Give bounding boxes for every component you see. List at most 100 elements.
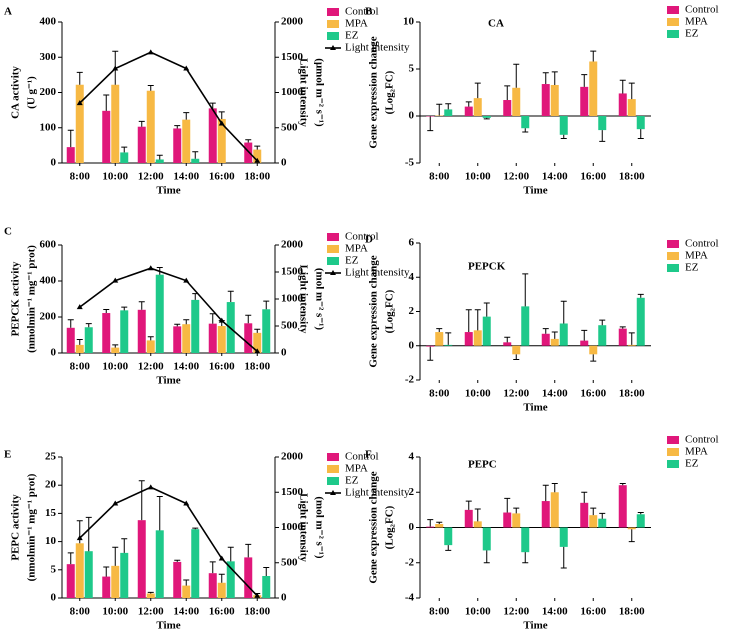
x-tick-label: 18:00 bbox=[619, 606, 645, 618]
error-bar bbox=[219, 574, 225, 582]
y2-tick-label: 500 bbox=[281, 121, 298, 133]
legend-label: Control bbox=[685, 434, 719, 446]
error-bar bbox=[475, 509, 481, 521]
bar bbox=[619, 93, 627, 116]
y-tick-label: 15 bbox=[45, 507, 57, 519]
error-bar bbox=[77, 340, 83, 345]
y-tick-label: -5 bbox=[405, 157, 415, 169]
legend-swatch bbox=[327, 233, 339, 241]
y-tick-label: 0 bbox=[51, 347, 57, 359]
y-axis-title: (Log₂FC) bbox=[384, 505, 396, 549]
bar bbox=[120, 152, 128, 163]
x-axis-title: Time bbox=[523, 402, 547, 414]
bar bbox=[512, 513, 520, 527]
error-bar bbox=[475, 310, 481, 331]
x-tick-label: 14:00 bbox=[542, 606, 568, 618]
x-tick-label: 10:00 bbox=[465, 388, 491, 400]
panel-title: CA bbox=[488, 18, 504, 30]
bar bbox=[551, 85, 559, 116]
y2-axis-title: Light intensity bbox=[297, 493, 309, 562]
x-axis-title: Time bbox=[523, 185, 547, 197]
bar bbox=[598, 116, 606, 130]
x-tick-label: 12:00 bbox=[503, 171, 529, 183]
bar bbox=[435, 524, 443, 528]
y-tick-label: 0 bbox=[51, 592, 57, 604]
x-tick-label: 8:00 bbox=[429, 388, 450, 400]
error-bar bbox=[148, 592, 154, 593]
y-tick-label: 20 bbox=[45, 479, 57, 491]
bar bbox=[426, 527, 434, 528]
x-tick-label: 10:00 bbox=[465, 171, 491, 183]
bar bbox=[262, 576, 270, 598]
error-bar bbox=[183, 320, 189, 325]
error-bar bbox=[139, 121, 145, 126]
y-tick-label: 600 bbox=[40, 239, 57, 251]
bar bbox=[580, 341, 588, 346]
error-bar bbox=[445, 333, 451, 345]
legend-label: Control bbox=[345, 6, 379, 18]
bar bbox=[120, 310, 128, 353]
y-tick-label: 200 bbox=[40, 86, 57, 98]
error-bar bbox=[103, 567, 109, 577]
y2-tick-label: 2000 bbox=[281, 451, 304, 463]
x-tick-label: 16:00 bbox=[580, 171, 606, 183]
panel-label: B bbox=[365, 6, 373, 18]
error-bar bbox=[86, 324, 92, 328]
error-bar bbox=[629, 529, 635, 541]
error-bar bbox=[620, 327, 626, 329]
legend-swatch bbox=[667, 252, 679, 260]
panel-label: C bbox=[4, 226, 12, 238]
y2-tick-label: 0 bbox=[281, 592, 287, 604]
bar bbox=[483, 528, 491, 551]
legend-swatch bbox=[667, 18, 679, 26]
x-tick-label: 10:00 bbox=[465, 606, 491, 618]
error-bar bbox=[245, 315, 251, 323]
error-bar bbox=[427, 347, 433, 361]
y-tick-label: 6 bbox=[409, 237, 415, 249]
legend-swatch bbox=[667, 30, 679, 38]
bar bbox=[444, 528, 452, 546]
bar bbox=[111, 85, 119, 163]
error-bar bbox=[263, 301, 269, 309]
y-tick-label: 400 bbox=[40, 16, 57, 28]
error-bar bbox=[484, 118, 490, 119]
bar bbox=[102, 577, 110, 598]
error-bar bbox=[121, 147, 127, 152]
error-bar bbox=[504, 337, 510, 342]
error-bar bbox=[245, 544, 251, 557]
x-tick-label: 18:00 bbox=[244, 361, 270, 373]
bar bbox=[619, 329, 627, 346]
error-bar bbox=[513, 508, 519, 513]
error-bar bbox=[581, 75, 587, 87]
y2-tick-label: 0 bbox=[281, 157, 287, 169]
bar bbox=[560, 528, 568, 547]
y2-axis-title: Light intensity bbox=[297, 58, 309, 127]
legend-swatch bbox=[327, 20, 339, 28]
error-bar bbox=[629, 333, 635, 345]
y-axis-title: Gene expression change bbox=[368, 471, 380, 583]
y-axis-title: PEPC activity bbox=[10, 494, 22, 561]
bar bbox=[67, 328, 75, 353]
y-tick-label: 400 bbox=[40, 275, 57, 287]
error-bar bbox=[445, 545, 451, 550]
y-tick-label: 0 bbox=[409, 110, 415, 122]
bar bbox=[637, 298, 645, 346]
error-bar bbox=[183, 113, 189, 120]
bar bbox=[182, 586, 190, 598]
x-tick-label: 14:00 bbox=[173, 361, 199, 373]
x-tick-label: 16:00 bbox=[580, 388, 606, 400]
bar bbox=[521, 306, 529, 345]
y2-tick-label: 0 bbox=[281, 347, 287, 359]
error-bar bbox=[543, 329, 549, 334]
bar bbox=[426, 346, 434, 347]
legend-swatch bbox=[667, 240, 679, 248]
bar bbox=[156, 275, 164, 353]
error-bar bbox=[228, 547, 234, 561]
bar bbox=[465, 107, 473, 116]
x-tick-label: 18:00 bbox=[619, 171, 645, 183]
bar bbox=[120, 553, 128, 598]
bar bbox=[209, 108, 217, 163]
bar bbox=[244, 323, 252, 353]
bar bbox=[542, 334, 550, 346]
